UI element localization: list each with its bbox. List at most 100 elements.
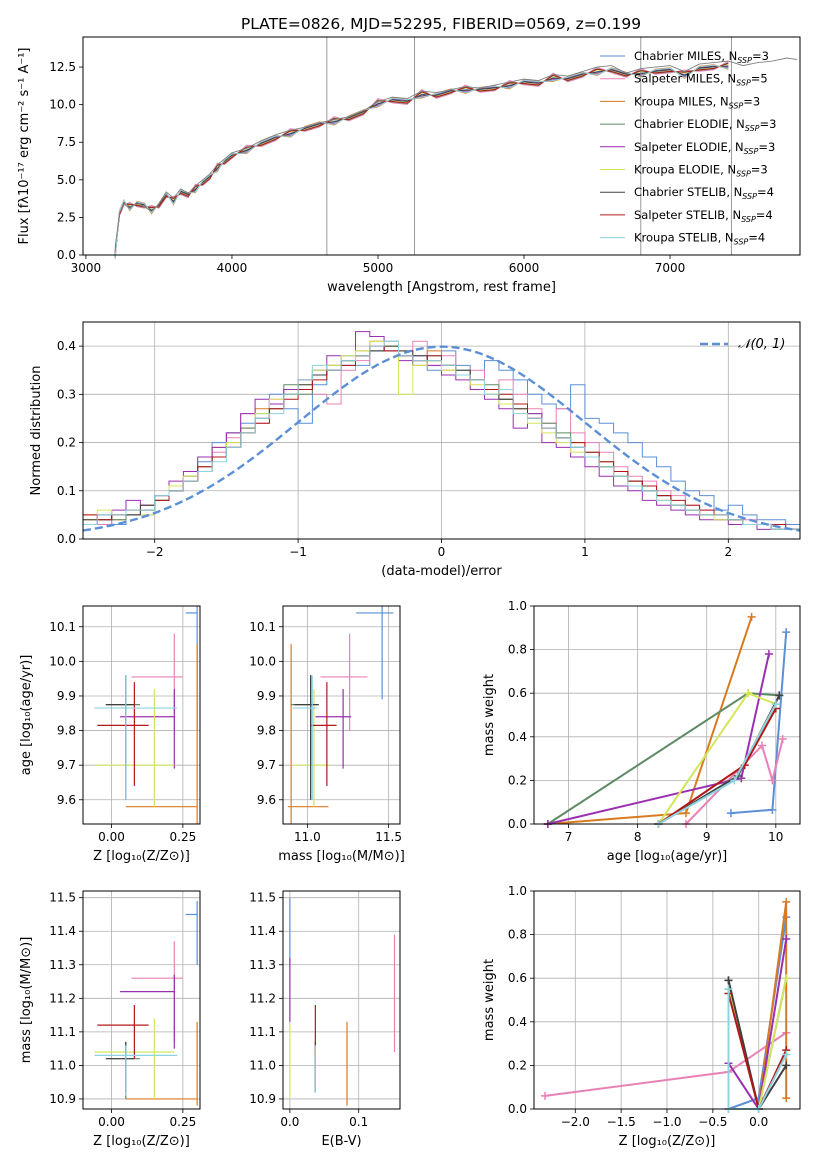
x-axis-label: mass [log₁₀(M/M⊙)]	[278, 849, 405, 864]
model-spectrum-line	[114, 60, 729, 251]
mass-weight-vs-metallicity-panel: −2.0 −1.5 −1.0 −0.5 0.0 0.0 0.2 0.4 0.6 0.8 1.0 Z […	[482, 884, 801, 1149]
mass-weight-marker	[782, 897, 791, 906]
mass-weight-marker	[744, 689, 753, 698]
y-tick-label: 11.5	[49, 891, 76, 905]
y-tick-label: 5.0	[57, 173, 76, 187]
y-tick-label: 11.2	[49, 991, 76, 1005]
y-tick-label: 11.4	[49, 924, 76, 938]
x-axis-label: wavelength [Angstrom, rest frame]	[327, 280, 556, 295]
mass-weight-marker	[730, 776, 739, 785]
x-tick-label: −2.0	[561, 1115, 590, 1129]
y-tick-label: 0.8	[508, 643, 527, 657]
x-axis-label: Z [log₁₀(Z/Z⊙)]	[619, 1134, 716, 1149]
x-axis-label: (data-model)/error	[381, 564, 502, 579]
y-tick-label: 0.8	[508, 928, 527, 942]
y-tick-label: 9.6	[257, 793, 276, 807]
y-tick-label: 10.0	[49, 654, 76, 668]
x-tick-label: −1	[289, 545, 307, 559]
mass-weight-marker	[768, 776, 777, 785]
mass-weight-line	[544, 1031, 787, 1097]
y-tick-label: 0.2	[57, 436, 76, 450]
mass-weight-marker	[775, 691, 784, 700]
axes-frame	[82, 605, 201, 825]
mass-weight-marker	[726, 809, 735, 818]
residual-histogram-panel: −2 −1 0 1 2 0.0 0.1 0.2 0.3 0.4 (data-model)/error…	[29, 321, 801, 579]
x-tick-label: 4000	[217, 261, 248, 275]
y-tick-label: 0.4	[508, 1015, 527, 1029]
x-tick-label: 11.5	[375, 830, 402, 844]
y-tick-label: 1.0	[508, 599, 527, 613]
mass-weight-vs-age-panel: 7 8 9 10 0.0 0.2 0.4 0.6 0.8 1.0 age [log₁₀(age/yr…	[482, 599, 801, 864]
legend-label: Chabrier ELODIE, NSSP=3	[634, 117, 776, 133]
age-vs-mass-panel: 11.0 11.5 9.6 9.7 9.8 9.9 10.0 10.1 mass [log₁₀(…	[249, 605, 405, 864]
mass-weight-line	[657, 708, 777, 825]
mass-weight-marker	[771, 700, 780, 709]
x-tick-label: 0.0	[280, 1115, 299, 1129]
mass-weight-line	[727, 989, 788, 1110]
mass-vs-metallicity-panel: 0.00 0.25 10.9 11.0 11.1 11.2 11.3 11.4 11.5 Z [l…	[19, 890, 201, 1149]
y-axis-label: Normed distribution	[29, 366, 44, 496]
y-axis-label: Flux [fλ10⁻¹⁷ erg cm⁻² s⁻¹ A⁻¹]	[17, 48, 32, 245]
y-tick-label: 0.3	[57, 387, 76, 401]
mass-weight-marker	[782, 1061, 791, 1070]
mass-weight-marker	[682, 809, 690, 818]
y-tick-label: 0.4	[508, 730, 527, 744]
legend-label: Salpeter STELIB, NSSP=4	[634, 208, 773, 224]
y-tick-label: 11.1	[249, 1025, 276, 1039]
mass-weight-marker	[768, 805, 777, 814]
y-tick-label: 7.5	[57, 135, 76, 149]
x-tick-label: 0.00	[98, 830, 125, 844]
y-tick-label: 9.7	[257, 758, 276, 772]
x-axis-label: E(B-V)	[321, 1134, 361, 1149]
y-tick-label: 9.6	[57, 793, 76, 807]
x-tick-label: 7	[565, 830, 573, 844]
y-tick-label: 12.5	[49, 60, 76, 74]
chart-title: PLATE=0826, MJD=52295, FIBERID=0569, z=0…	[241, 15, 641, 33]
legend-label: Salpeter MILES, NSSP=5	[634, 72, 768, 88]
y-tick-label: 10.9	[49, 1092, 76, 1106]
y-tick-label: 11.3	[49, 958, 76, 972]
y-tick-label: 9.9	[57, 689, 76, 703]
axes-frame	[282, 605, 401, 825]
y-tick-label: 10.9	[249, 1092, 276, 1106]
legend-label: Kroupa ELODIE, NSSP=3	[634, 163, 768, 179]
x-tick-label: 11.0	[294, 830, 321, 844]
y-tick-label: 10.0	[49, 98, 76, 112]
mass-weight-marker	[724, 976, 733, 985]
y-tick-label: 11.4	[249, 924, 276, 938]
y-tick-label: 0.2	[508, 773, 527, 787]
mass-weight-marker	[782, 974, 791, 983]
mass-weight-marker	[541, 1091, 550, 1100]
axes-frame	[82, 36, 801, 256]
y-tick-label: 11.5	[249, 891, 276, 905]
y-axis-label: age [log₁₀(age/yr)]	[19, 655, 34, 776]
x-tick-label: 0.25	[170, 830, 197, 844]
x-tick-label: 0.1	[349, 1115, 368, 1129]
x-axis-label: Z [log₁₀(Z/Z⊙)]	[93, 1134, 190, 1149]
y-tick-label: 11.0	[49, 1058, 76, 1072]
x-axis-label: age [log₁₀(age/yr)]	[607, 849, 728, 864]
mass-weight-marker	[782, 934, 791, 943]
mass-weight-line	[547, 692, 780, 825]
y-axis-label: mass weight	[482, 674, 497, 756]
x-tick-label: 5000	[363, 261, 394, 275]
y-tick-label: 11.2	[249, 991, 276, 1005]
x-tick-label: 2	[724, 545, 732, 559]
mass-weight-marker	[724, 985, 733, 994]
y-tick-label: 0.0	[508, 1102, 527, 1116]
legend-label: Salpeter ELODIE, NSSP=3	[634, 140, 775, 156]
y-tick-label: 11.3	[249, 958, 276, 972]
mass-weight-marker	[782, 1094, 791, 1103]
y-tick-label: 11.1	[49, 1025, 76, 1039]
y-tick-label: 11.0	[249, 1058, 276, 1072]
axes-frame	[82, 321, 801, 540]
mass-weight-line	[730, 632, 788, 815]
x-tick-label: 0.00	[98, 1115, 125, 1129]
mass-weight-line	[727, 980, 788, 1112]
y-tick-label: 0.6	[508, 686, 527, 700]
x-tick-label: 1	[581, 545, 589, 559]
x-tick-label: 0.0	[749, 1115, 768, 1129]
mass-weight-line	[547, 616, 753, 825]
y-tick-label: 0.2	[508, 1058, 527, 1072]
